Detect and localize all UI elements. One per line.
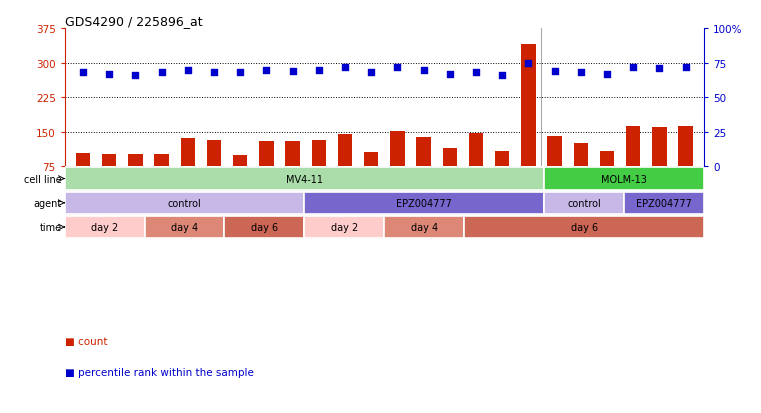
Point: [549, 69, 561, 75]
Bar: [678, 126, 693, 202]
Text: day 2: day 2: [331, 223, 358, 233]
Point: [365, 70, 377, 76]
Text: ■ count: ■ count: [65, 337, 107, 347]
Point: [155, 70, 167, 76]
Bar: [626, 126, 641, 202]
Point: [627, 64, 639, 71]
Point: [601, 71, 613, 78]
Point: [575, 70, 587, 76]
Bar: [260, 142, 274, 202]
Point: [522, 60, 534, 67]
Point: [182, 67, 194, 74]
Text: EPZ004777: EPZ004777: [636, 198, 692, 208]
Bar: [464, 216, 704, 239]
Bar: [128, 154, 142, 202]
Point: [234, 70, 247, 76]
Point: [339, 64, 351, 71]
Point: [208, 70, 220, 76]
Bar: [180, 139, 195, 202]
Bar: [145, 216, 224, 239]
Text: cell line: cell line: [24, 174, 62, 184]
Bar: [547, 137, 562, 202]
Text: ■ percentile rank within the sample: ■ percentile rank within the sample: [65, 368, 253, 377]
Point: [680, 64, 692, 71]
Text: day 4: day 4: [411, 223, 438, 233]
Text: control: control: [567, 198, 601, 208]
Text: day 2: day 2: [91, 223, 118, 233]
Bar: [495, 152, 509, 202]
Point: [313, 67, 325, 74]
Bar: [600, 152, 614, 202]
Point: [418, 67, 430, 74]
Text: agent: agent: [33, 198, 62, 208]
Point: [653, 66, 665, 72]
Bar: [154, 154, 169, 202]
Bar: [521, 45, 536, 202]
Point: [129, 73, 142, 79]
Bar: [338, 135, 352, 202]
Bar: [304, 216, 384, 239]
Bar: [65, 216, 145, 239]
Point: [496, 73, 508, 79]
Bar: [544, 168, 704, 190]
Text: day 6: day 6: [251, 223, 278, 233]
Bar: [102, 154, 116, 202]
Bar: [443, 149, 457, 202]
Bar: [364, 152, 378, 202]
Bar: [624, 192, 704, 214]
Point: [287, 69, 299, 75]
Bar: [384, 216, 464, 239]
Text: day 4: day 4: [171, 223, 198, 233]
Bar: [285, 142, 300, 202]
Bar: [76, 153, 91, 202]
Text: day 6: day 6: [571, 223, 597, 233]
Point: [103, 71, 116, 78]
Bar: [416, 138, 431, 202]
Bar: [390, 132, 405, 202]
Text: MV4-11: MV4-11: [286, 174, 323, 184]
Bar: [544, 192, 624, 214]
Bar: [65, 192, 304, 214]
Bar: [304, 192, 544, 214]
Bar: [652, 128, 667, 202]
Bar: [224, 216, 304, 239]
Text: control: control: [167, 198, 202, 208]
Bar: [469, 133, 483, 202]
Bar: [233, 156, 247, 202]
Point: [444, 71, 456, 78]
Bar: [311, 140, 326, 202]
Bar: [574, 144, 588, 202]
Text: MOLM-13: MOLM-13: [601, 174, 647, 184]
Bar: [65, 168, 544, 190]
Point: [391, 64, 403, 71]
Bar: [207, 140, 221, 202]
Text: GDS4290 / 225896_at: GDS4290 / 225896_at: [65, 15, 202, 28]
Point: [77, 70, 89, 76]
Point: [470, 70, 482, 76]
Text: EPZ004777: EPZ004777: [396, 198, 452, 208]
Text: time: time: [40, 223, 62, 233]
Point: [260, 67, 272, 74]
